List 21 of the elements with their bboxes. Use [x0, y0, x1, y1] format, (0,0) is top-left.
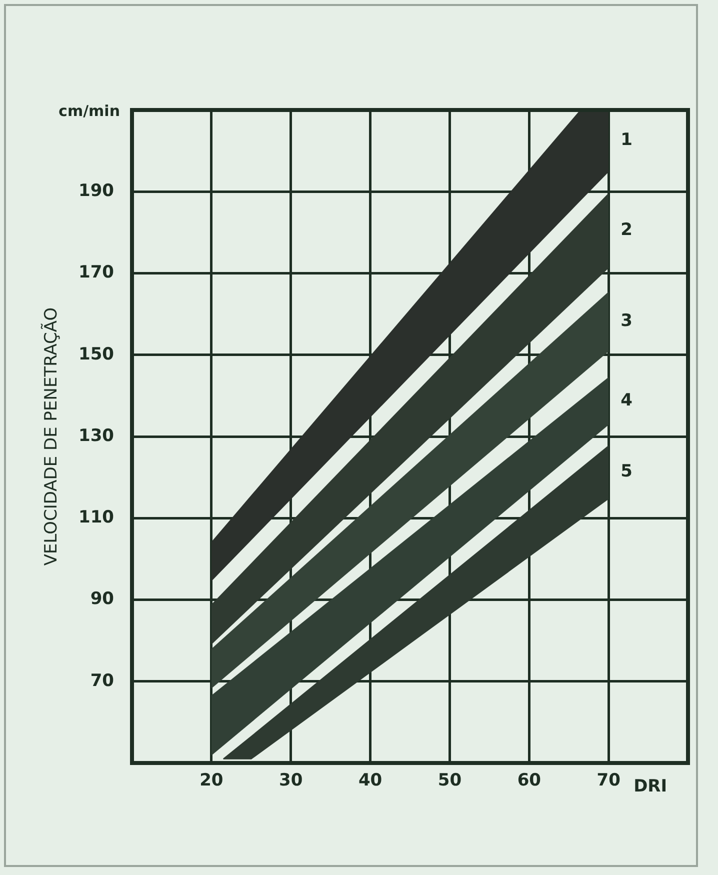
series-label: 2 [620, 220, 632, 240]
y-tick-label: 170 [78, 262, 114, 283]
x-tick-label: 20 [200, 770, 224, 791]
series-label: 3 [620, 311, 632, 332]
series-label: 4 [620, 390, 633, 410]
y-tick-label: 90 [90, 589, 114, 610]
x-tick-label: 70 [596, 770, 621, 791]
y-tick-label: 190 [78, 181, 114, 202]
x-tick-label: 30 [279, 770, 303, 791]
x-tick-label: 60 [517, 770, 542, 791]
series-label: 5 [620, 462, 632, 482]
y-axis-title: VELOCIDADE DE PENETRAÇÃO [40, 307, 62, 566]
x-tick-label: 50 [438, 770, 462, 791]
y-tick-label: 150 [78, 344, 114, 364]
x-tick-label: 40 [358, 770, 382, 791]
y-tick-label: 70 [90, 670, 114, 691]
text: cm/min [58, 102, 120, 120]
y-tick-label: 110 [78, 508, 114, 528]
series-label: 1 [620, 130, 632, 150]
x-axis-title: DRI [634, 776, 668, 796]
y-tick-label: 130 [78, 426, 114, 446]
